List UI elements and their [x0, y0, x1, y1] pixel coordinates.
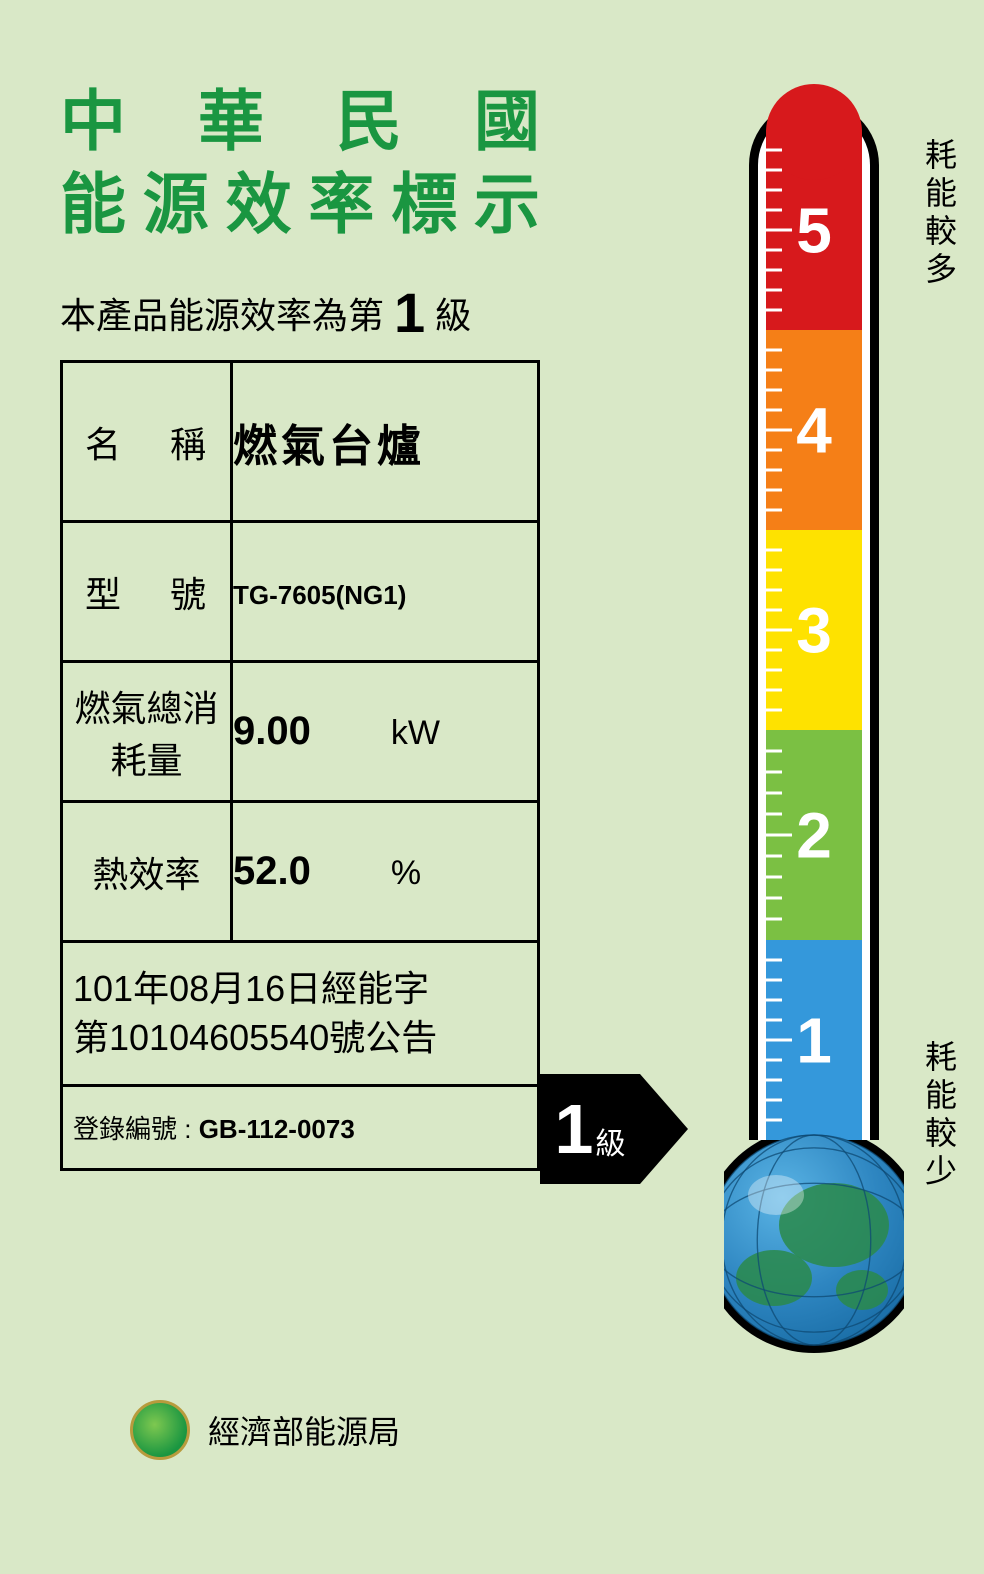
grade-pointer-num: 1 — [555, 1089, 594, 1169]
grade-subtitle: 本產品能源效率為第 1 級 — [60, 280, 471, 345]
thermometer-svg: 5 4 3 2 1 — [724, 60, 904, 1390]
announcement-line2: 第10104605540號公告 — [73, 1014, 527, 1063]
registration-row: 登錄編號 : GB-112-0073 — [62, 1086, 539, 1170]
svg-text:1: 1 — [796, 1004, 832, 1076]
svg-text:2: 2 — [796, 799, 832, 871]
footer: 經濟部能源局 — [130, 1400, 400, 1460]
thermometer: 5 4 3 2 1 — [724, 60, 904, 1390]
table-row: 熱效率 52.0 % — [62, 802, 539, 942]
subtitle-suffix: 級 — [435, 295, 471, 336]
info-table: 名稱 燃氣台爐 型號 TG-7605(NG1) 燃氣總消耗量 9.00 kW 熱… — [60, 360, 540, 1171]
announcement-row: 101年08月16日經能字 第10104605540號公告 — [62, 942, 539, 1086]
header-line2: 能源效率標示 — [60, 163, 540, 246]
footer-agency: 經濟部能源局 — [208, 1407, 400, 1453]
label-consumption: 燃氣總消耗量 — [62, 662, 232, 802]
header-line1: 中華民國 — [60, 80, 540, 163]
header-title: 中華民國 能源效率標示 — [60, 80, 540, 245]
svg-text:3: 3 — [796, 594, 832, 666]
value-name: 燃氣台爐 — [232, 362, 539, 522]
label-model: 型號 — [62, 522, 232, 662]
table-row: 名稱 燃氣台爐 — [62, 362, 539, 522]
subtitle-grade-number: 1 — [394, 281, 425, 344]
label-high-consumption: 耗能較多 — [916, 138, 962, 290]
reg-label: 登錄編號 : — [73, 1114, 191, 1144]
label-low-consumption: 耗能較少 — [916, 1040, 962, 1192]
label-efficiency: 熱效率 — [62, 802, 232, 942]
svg-text:4: 4 — [796, 394, 832, 466]
value-consumption: 9.00 kW — [232, 662, 539, 802]
value-model: TG-7605(NG1) — [232, 522, 539, 662]
announcement-cell: 101年08月16日經能字 第10104605540號公告 — [62, 942, 539, 1086]
bureau-logo-icon — [130, 1400, 190, 1460]
svg-text:5: 5 — [796, 194, 832, 266]
reg-value: GB-112-0073 — [199, 1114, 355, 1144]
table-row: 型號 TG-7605(NG1) — [62, 522, 539, 662]
grade-pointer: 1 級 — [540, 1074, 640, 1184]
subtitle-prefix: 本產品能源效率為第 — [60, 295, 384, 336]
grade-pointer-ji: 級 — [595, 1119, 625, 1163]
registration-cell: 登錄編號 : GB-112-0073 — [62, 1086, 539, 1170]
table-row: 燃氣總消耗量 9.00 kW — [62, 662, 539, 802]
label-name: 名稱 — [62, 362, 232, 522]
announcement-line1: 101年08月16日經能字 — [73, 965, 527, 1014]
value-efficiency: 52.0 % — [232, 802, 539, 942]
